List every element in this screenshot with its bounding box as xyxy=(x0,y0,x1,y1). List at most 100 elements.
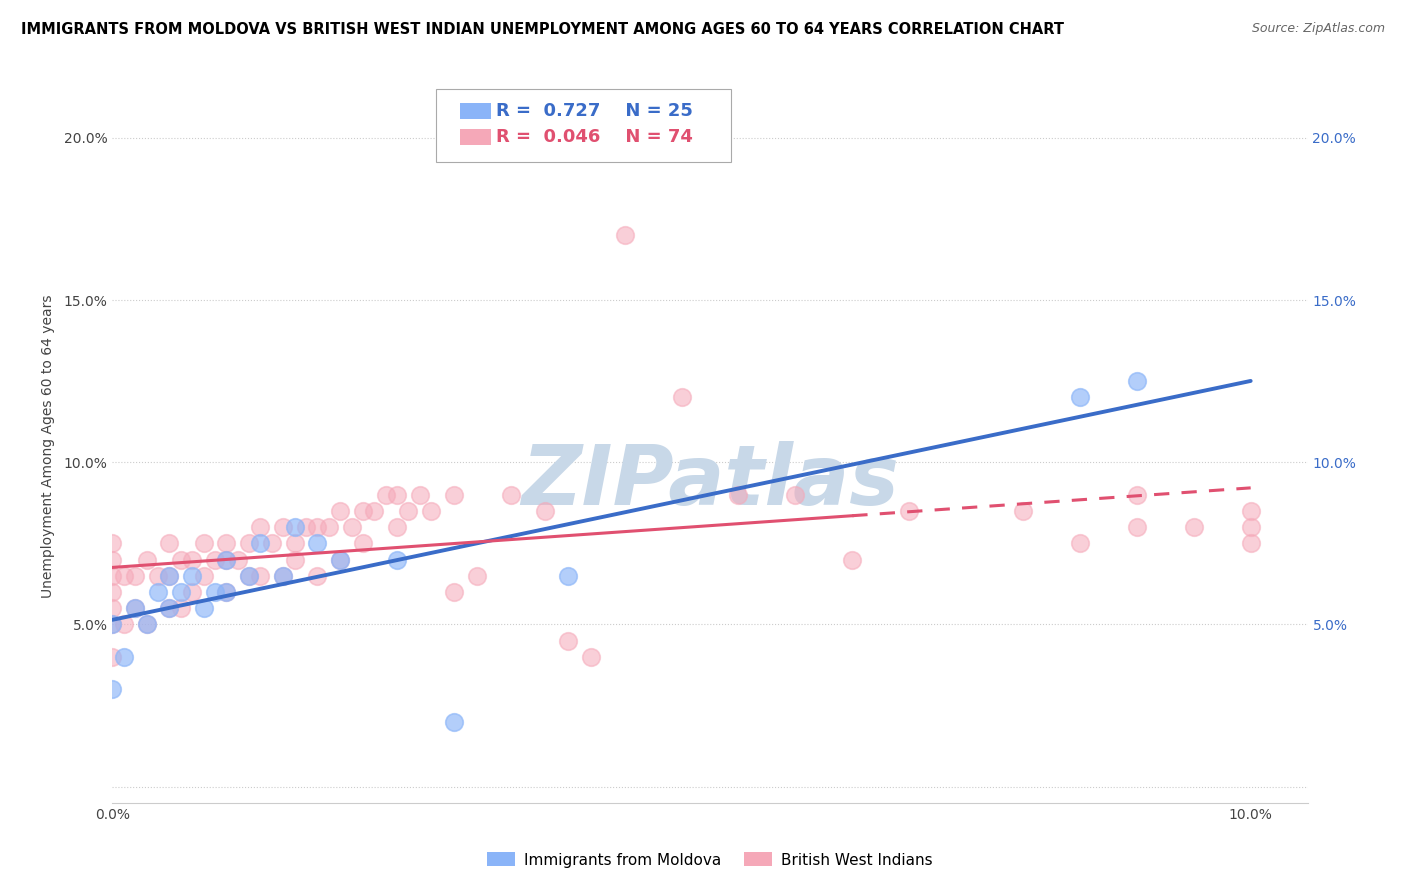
Point xyxy=(215,552,238,566)
Point xyxy=(124,601,146,615)
Point xyxy=(101,649,124,664)
Point xyxy=(238,568,260,582)
Point xyxy=(101,617,124,632)
Point xyxy=(112,568,135,582)
Point xyxy=(157,568,180,582)
Point xyxy=(215,552,238,566)
Point xyxy=(557,633,579,648)
Point xyxy=(352,536,374,550)
Point xyxy=(329,504,352,518)
Point xyxy=(271,568,294,582)
Point xyxy=(238,536,260,550)
Point xyxy=(329,552,352,566)
Point xyxy=(181,552,204,566)
Point xyxy=(443,714,465,729)
Point xyxy=(215,585,238,599)
Point xyxy=(499,488,522,502)
Point xyxy=(329,552,352,566)
Point xyxy=(340,520,363,534)
Point xyxy=(363,504,385,518)
Point xyxy=(101,568,124,582)
Point xyxy=(170,552,193,566)
Text: IMMIGRANTS FROM MOLDOVA VS BRITISH WEST INDIAN UNEMPLOYMENT AMONG AGES 60 TO 64 : IMMIGRANTS FROM MOLDOVA VS BRITISH WEST … xyxy=(21,22,1064,37)
Point xyxy=(249,520,271,534)
Y-axis label: Unemployment Among Ages 60 to 64 years: Unemployment Among Ages 60 to 64 years xyxy=(41,294,55,598)
Point xyxy=(385,552,408,566)
Text: ZIPatlas: ZIPatlas xyxy=(522,442,898,522)
Point xyxy=(193,536,215,550)
Point xyxy=(898,504,921,518)
Point xyxy=(1126,374,1149,388)
Point xyxy=(226,552,249,566)
Point xyxy=(396,504,419,518)
Point xyxy=(295,520,318,534)
Point xyxy=(307,520,329,534)
Point xyxy=(101,617,124,632)
Point xyxy=(613,228,636,243)
Point xyxy=(284,520,307,534)
Point xyxy=(352,504,374,518)
Point xyxy=(579,649,602,664)
Point xyxy=(557,568,579,582)
Point xyxy=(135,617,157,632)
Point xyxy=(101,585,124,599)
Point xyxy=(215,536,238,550)
Point xyxy=(101,601,124,615)
Point xyxy=(249,568,271,582)
Text: R =  0.727    N = 25: R = 0.727 N = 25 xyxy=(496,102,693,120)
Point xyxy=(193,568,215,582)
Point xyxy=(135,552,157,566)
Point xyxy=(1069,390,1091,404)
Point xyxy=(785,488,807,502)
Point xyxy=(284,552,307,566)
Point xyxy=(409,488,432,502)
Point xyxy=(157,601,180,615)
Point xyxy=(181,568,204,582)
Point xyxy=(215,585,238,599)
Point xyxy=(146,585,169,599)
Point xyxy=(420,504,443,518)
Point xyxy=(385,520,408,534)
Point xyxy=(249,536,271,550)
Point xyxy=(101,552,124,566)
Point xyxy=(260,536,283,550)
Point xyxy=(1126,488,1149,502)
Point xyxy=(1240,520,1263,534)
Point xyxy=(124,568,146,582)
Point xyxy=(112,617,135,632)
Point xyxy=(101,536,124,550)
Point xyxy=(157,601,180,615)
Point xyxy=(385,488,408,502)
Point xyxy=(443,488,465,502)
Point xyxy=(318,520,340,534)
Point xyxy=(181,585,204,599)
Point xyxy=(1126,520,1149,534)
Point xyxy=(157,536,180,550)
Point xyxy=(170,601,193,615)
Point xyxy=(841,552,863,566)
Point xyxy=(157,568,180,582)
Point xyxy=(204,585,226,599)
Text: Source: ZipAtlas.com: Source: ZipAtlas.com xyxy=(1251,22,1385,36)
Point xyxy=(1182,520,1205,534)
Point xyxy=(112,649,135,664)
Point xyxy=(534,504,557,518)
Point xyxy=(1012,504,1035,518)
Point xyxy=(465,568,488,582)
Point xyxy=(1240,504,1263,518)
Point xyxy=(271,568,294,582)
Point xyxy=(1069,536,1091,550)
Point xyxy=(124,601,146,615)
Point xyxy=(727,488,749,502)
Point xyxy=(238,568,260,582)
Point xyxy=(146,568,169,582)
Point xyxy=(271,520,294,534)
Point xyxy=(284,536,307,550)
Point xyxy=(443,585,465,599)
Legend: Immigrants from Moldova, British West Indians: Immigrants from Moldova, British West In… xyxy=(481,847,939,873)
Point xyxy=(307,568,329,582)
Point xyxy=(193,601,215,615)
Point xyxy=(204,552,226,566)
Text: R =  0.046    N = 74: R = 0.046 N = 74 xyxy=(496,128,693,146)
Point xyxy=(170,585,193,599)
